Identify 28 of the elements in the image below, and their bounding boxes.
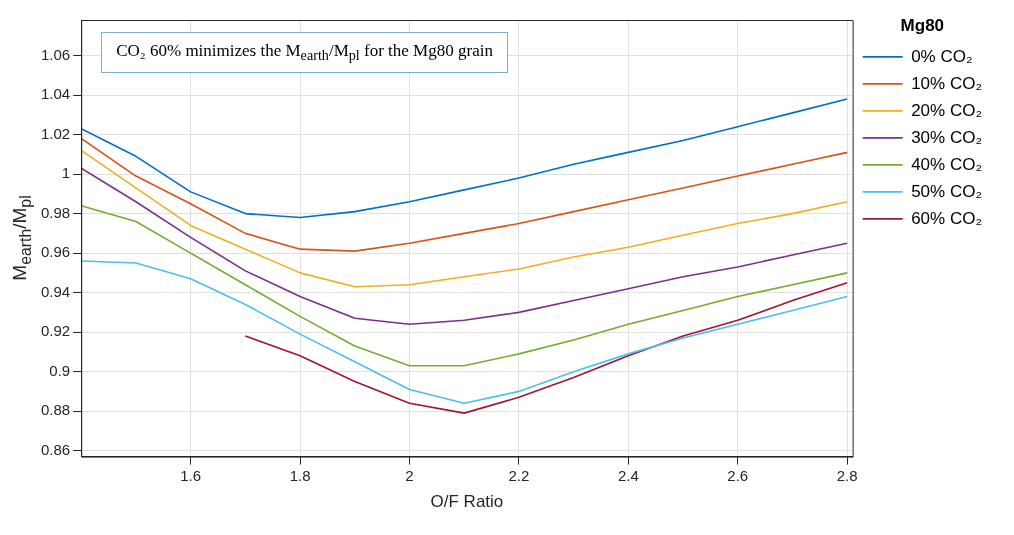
x-axis-title: O/F Ratio [430,492,504,512]
y-tick-label: 1.02 [40,124,71,142]
x-tick-label: 1.6 [180,466,202,484]
legend-label: 30% CO₂ [911,127,983,147]
y-tick-label: 0.96 [40,243,71,261]
y-tick-label: 1.04 [40,85,71,103]
y-tick-label: 0.88 [40,401,71,419]
x-tick-label: 2.4 [617,466,639,484]
legend-title: Mg80 [900,16,945,36]
annotation: CO₂ 60% minimizes the M$_{earth}$/M$_{pl}$ for the Mg80 grain [101,32,508,74]
legend-label: 60% CO₂ [911,208,983,228]
legend-label: 0% CO₂ [911,46,973,66]
y-tick-label: 0.86 [40,440,71,458]
x-tick-label: 2.2 [508,466,530,484]
x-tick-label: 2 [405,466,414,484]
y-tick-label: 1 [61,164,71,182]
legend-label: 20% CO₂ [911,100,983,120]
legend-label: 40% CO₂ [911,154,983,174]
legend-label: 10% CO₂ [911,73,983,93]
y-tick-label: 0.9 [49,361,71,379]
y-tick-label: 0.92 [40,322,71,340]
y-tick-label: 1.06 [40,45,71,63]
y-tick-label: 0.94 [40,282,71,300]
x-tick-label: 1.8 [289,466,311,484]
x-tick-label: 2.6 [727,466,749,484]
y-tick-label: 0.98 [40,203,71,221]
x-tick-label: 2.8 [836,466,858,484]
legend-label: 50% CO₂ [911,181,983,201]
